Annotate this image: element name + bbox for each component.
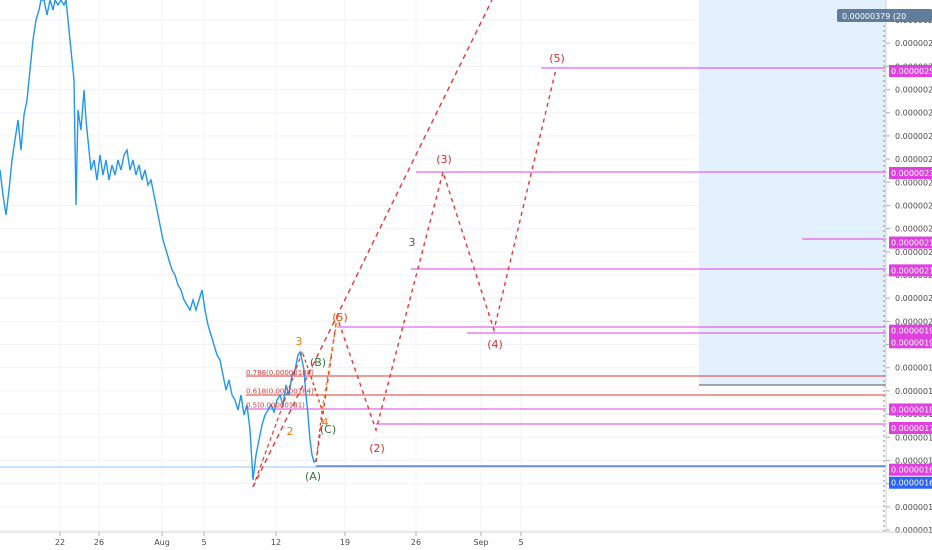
x-tick-label: 5 [518, 538, 523, 547]
wave-label: (2) [369, 442, 385, 455]
y-tick-label: 0.00000260 [895, 39, 932, 48]
wave-label: (5) [549, 52, 565, 65]
x-tick-label: 26 [411, 538, 421, 547]
x-tick-label: 19 [340, 538, 350, 547]
y-tick-label: 0.00000200 [895, 317, 932, 326]
abc-correction [302, 353, 323, 463]
x-tick-label: 12 [271, 538, 281, 547]
y-tick-label: 0.00000185 [895, 387, 932, 396]
last-price-text: 0.00000379 (20 [842, 12, 906, 21]
long-trend-projection [252, 0, 493, 488]
horizontal-levels [0, 67, 886, 468]
main-wave-projection [315, 68, 557, 463]
future-time-zone [699, 0, 886, 385]
price-line [0, 0, 317, 481]
last-price-tag-bg [837, 9, 932, 22]
wave-label: (3) [436, 153, 452, 166]
price-tag-label: 0.00000254 [891, 67, 932, 76]
price-tags: 0.00000254 0.00000232 0.00000217 0.00000211… [889, 65, 932, 489]
price-tag-bg [889, 476, 932, 489]
y-tick-label: 0.00000240 [895, 132, 932, 141]
projection-lines [252, 0, 557, 488]
price-tag-bg [889, 65, 932, 77]
price-tag-label: 0.00000232 [891, 169, 932, 178]
time-axis[interactable]: 22 26 Aug 5 12 19 26 Sep 5 [0, 531, 932, 547]
price-tag-label: 0.00000217 [891, 239, 932, 248]
y-tick-label: 0.00000205 [895, 294, 932, 303]
price-tag-bg [889, 324, 932, 337]
price-tag-bg [889, 167, 932, 179]
y-tick-label: 0.00000175 [895, 433, 932, 442]
x-tick-label: 5 [201, 538, 206, 547]
y-tick-label: 0.00000245 [895, 109, 932, 118]
wave-label: (A) [305, 470, 321, 483]
fib-label: 0.5(0.00000181) [246, 401, 305, 409]
wave-label: 2 [287, 425, 294, 438]
x-tick-label: 22 [55, 538, 65, 547]
price-tag-label: 0.00000211 [891, 266, 932, 275]
price-tag-label: 0.00000177 [891, 424, 932, 433]
x-tick-label: 26 [94, 538, 104, 547]
wave-label: 4 [322, 416, 329, 429]
impulse-base [252, 349, 304, 488]
price-tag-label: 0.00000197 [891, 338, 932, 347]
fib-labels: 0.786(0.00000188) 0.618(0.00000184) 0.5(0.… [246, 369, 314, 409]
x-tick-label: Sep [473, 538, 488, 547]
price-tag-bg [889, 264, 932, 277]
y-tick-label: 0.00000155 [895, 526, 932, 535]
price-tag-label: 0.00000168 [891, 479, 932, 488]
price-tag-label: 0.00000181 [891, 405, 932, 414]
wave-label: (4) [487, 338, 503, 351]
wave-labels: (5) (3) (4) (2) (5) 3 2 4 (B) (C) (A) 3 [287, 52, 565, 483]
fib-label: 0.786(0.00000188) [246, 369, 314, 377]
price-tag-bg [889, 236, 932, 249]
wave-label: (C) [320, 423, 336, 436]
price-tag-bg [889, 336, 932, 349]
wave-label: 3 [409, 236, 416, 249]
price-tag-label: 0.00000168 [891, 466, 932, 475]
y-tick-label: 0.00000215 [895, 248, 932, 257]
x-tick-label: Aug [154, 538, 170, 547]
wave-label: (5) [332, 311, 348, 324]
price-tag-bg [889, 463, 932, 476]
fib-label: 0.618(0.00000184) [246, 388, 314, 396]
wave-label: 3 [296, 335, 303, 348]
y-tick-label: 0.00000235 [895, 155, 932, 164]
price-tag-bg [889, 422, 932, 434]
wave-label: (B) [310, 356, 326, 369]
y-tick-label: 0.00000225 [895, 201, 932, 210]
price-tag-bg [889, 403, 932, 416]
last-price-tag: 0.00000379 (20 [837, 9, 932, 22]
price-tag-label: 0.00000198 [891, 327, 932, 336]
y-tick-label: 0.00000220 [895, 225, 932, 234]
